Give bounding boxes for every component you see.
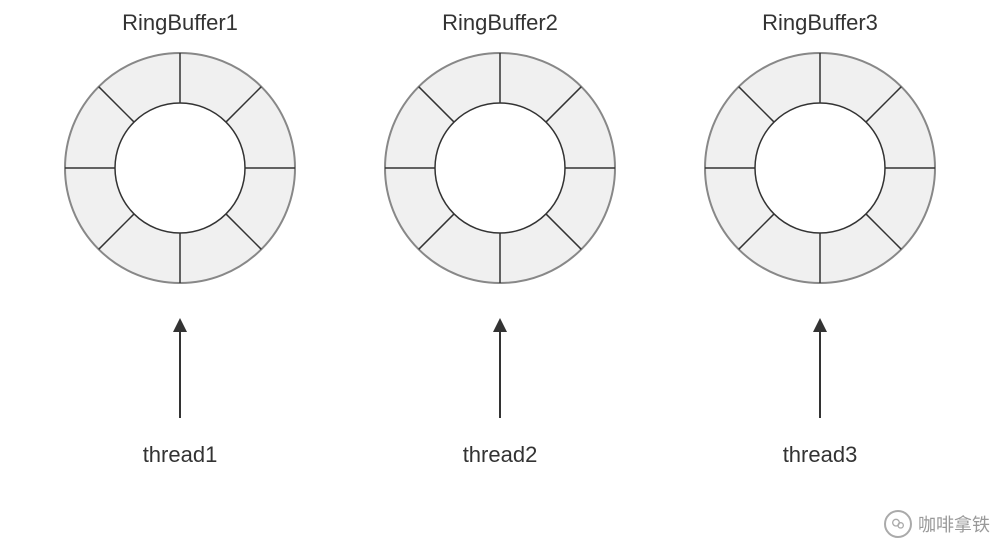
thread-label-1: thread1 (143, 442, 218, 468)
ring-buffer-1 (60, 48, 300, 288)
ring-title-2: RingBuffer2 (442, 10, 558, 36)
ring-unit-2: RingBuffer2 (340, 10, 660, 468)
ring-buffer-2 (380, 48, 620, 288)
watermark-text: 咖啡拿铁 (918, 511, 990, 537)
ring-unit-3: RingBuffer3 (660, 10, 980, 468)
diagram-container: RingBuffer1 (0, 0, 1000, 468)
ring-buffer-3 (700, 48, 940, 288)
thread-label-2: thread2 (463, 442, 538, 468)
thread-label-3: thread3 (783, 442, 858, 468)
ring-unit-1: RingBuffer1 (20, 10, 340, 468)
watermark: 咖啡拿铁 (884, 510, 990, 538)
wechat-icon (884, 510, 912, 538)
ring-title-1: RingBuffer1 (122, 10, 238, 36)
arrow-2 (485, 318, 515, 418)
ring-title-3: RingBuffer3 (762, 10, 878, 36)
arrow-1 (165, 318, 195, 418)
arrow-3 (805, 318, 835, 418)
